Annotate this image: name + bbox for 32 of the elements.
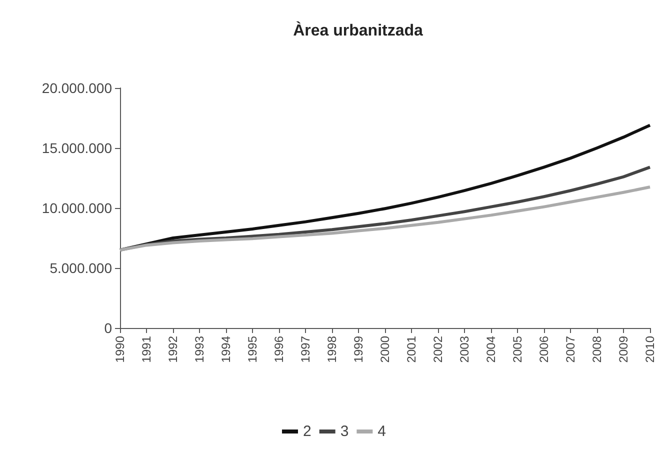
x-tick-label: 1999: [352, 336, 366, 363]
x-tick-label: 1998: [325, 336, 339, 363]
y-tick-label: 20.000.000: [42, 80, 112, 96]
x-tick-label: 1990: [113, 336, 127, 363]
x-tick-label: 2008: [590, 336, 604, 363]
x-tick-label: 1996: [272, 336, 286, 363]
x-tick-label: 1992: [166, 336, 180, 363]
x-tick-label: 2001: [404, 336, 418, 363]
x-tick-label: 1997: [298, 336, 312, 363]
x-tick-label: 1991: [140, 336, 154, 363]
y-tick-label: 0: [104, 320, 112, 336]
x-tick-label: 2007: [564, 336, 578, 363]
y-tick-label: 15.000.000: [42, 140, 112, 156]
y-tick-label: 10.000.000: [42, 200, 112, 216]
legend-label: 3: [340, 423, 349, 440]
legend-label: 4: [378, 423, 386, 440]
x-tick-label: 2006: [537, 336, 551, 363]
x-tick-label: 2005: [510, 336, 524, 363]
x-tick-label: 2010: [643, 336, 657, 363]
x-tick-label: 2000: [378, 336, 392, 363]
line-series: [118, 166, 652, 252]
x-tick-label: 2002: [431, 336, 445, 363]
x-tick-label: 1994: [219, 336, 233, 363]
x-tick-label: 1993: [192, 336, 206, 363]
legend-label: 2: [302, 423, 312, 440]
x-tick-label: 1995: [246, 336, 260, 363]
x-tick-label: 2003: [458, 336, 472, 363]
x-tick-label: 2004: [484, 336, 498, 363]
x-tick-label: 2009: [616, 336, 630, 363]
line-series: [118, 186, 652, 252]
chart-title: Àrea urbanitzada: [293, 20, 424, 40]
y-tick-label: 5.000.000: [50, 260, 112, 276]
